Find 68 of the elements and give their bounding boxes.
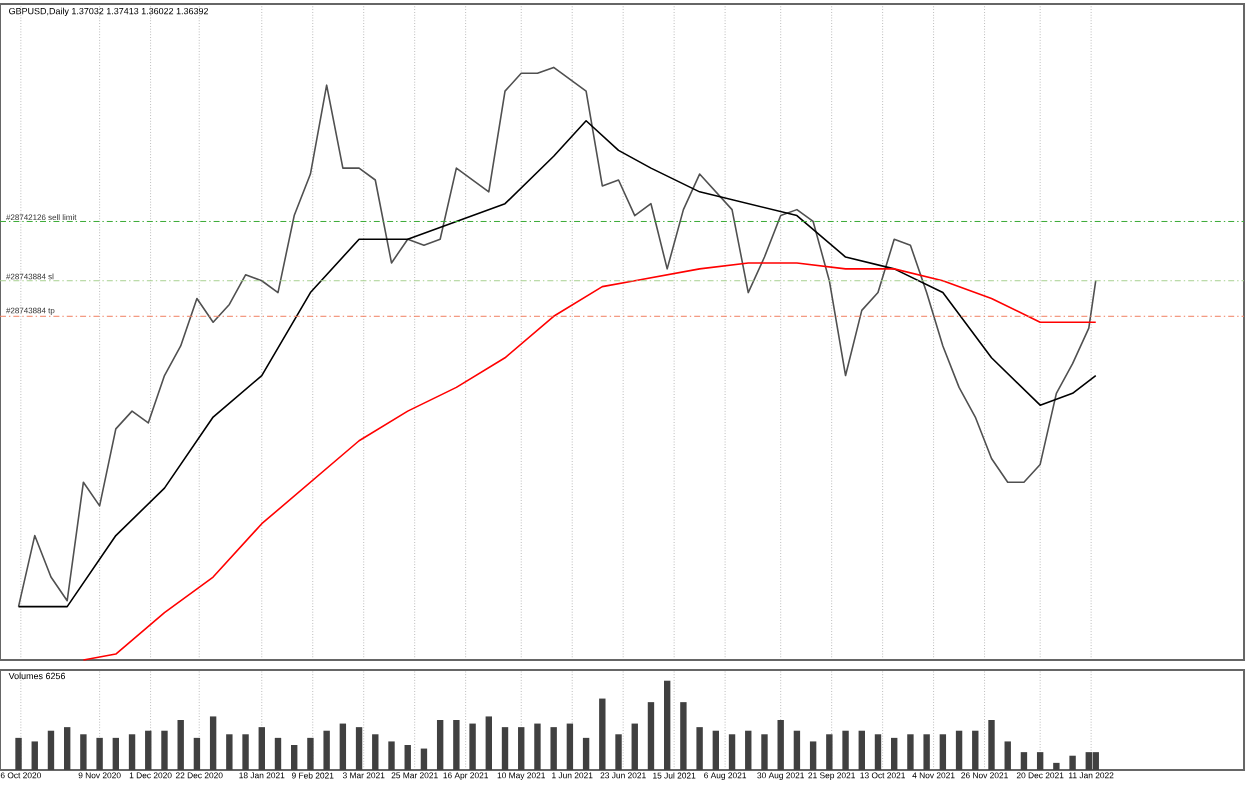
bar <box>842 730 849 770</box>
bar <box>599 698 606 770</box>
bar <box>291 745 298 770</box>
bar <box>1092 752 1099 770</box>
bar <box>226 734 233 770</box>
bar <box>777 720 784 770</box>
bar <box>242 734 249 770</box>
bar <box>615 734 622 770</box>
bar <box>826 734 833 770</box>
bar <box>274 737 282 770</box>
bar <box>453 720 460 770</box>
bar <box>145 730 152 770</box>
bar <box>15 737 22 770</box>
bar <box>923 734 930 770</box>
bar <box>339 723 347 770</box>
bar <box>31 741 38 770</box>
bar <box>1004 741 1011 770</box>
bar <box>193 737 201 770</box>
bar <box>388 741 395 770</box>
bar <box>712 730 720 770</box>
bar <box>323 730 330 770</box>
bar <box>891 737 898 770</box>
bar <box>631 723 638 770</box>
bar <box>874 734 882 770</box>
bar <box>1053 762 1060 770</box>
bar <box>518 727 525 770</box>
bar <box>1069 755 1076 770</box>
bar <box>809 741 817 770</box>
bar <box>128 734 136 770</box>
bar <box>988 720 995 770</box>
bar <box>858 730 865 770</box>
bar <box>696 727 703 770</box>
bar <box>80 734 87 770</box>
bar <box>550 727 557 770</box>
bar <box>939 734 947 770</box>
bar <box>1036 752 1044 770</box>
bar <box>647 702 655 770</box>
bar <box>469 723 476 770</box>
bar <box>582 737 590 770</box>
bar <box>972 730 979 770</box>
bar <box>761 734 768 770</box>
bar <box>534 723 541 770</box>
bar <box>209 716 217 770</box>
bar <box>355 727 363 770</box>
bar <box>955 730 963 770</box>
bar <box>112 737 120 770</box>
bar <box>47 730 55 770</box>
bar <box>404 745 411 770</box>
bar <box>1085 752 1092 770</box>
bar <box>745 730 752 770</box>
bar <box>161 730 168 770</box>
bar <box>663 680 671 770</box>
bar <box>177 720 184 770</box>
bar <box>907 734 914 770</box>
bar <box>96 737 103 770</box>
bar <box>680 702 687 770</box>
bar <box>485 716 492 770</box>
bar <box>501 727 509 770</box>
bar <box>436 720 444 770</box>
bar <box>793 730 801 770</box>
bar <box>307 737 314 770</box>
bar <box>1020 752 1028 770</box>
bar <box>372 734 379 770</box>
bar <box>566 723 574 770</box>
bar <box>420 748 428 770</box>
bar <box>63 727 71 770</box>
bar <box>258 727 265 770</box>
bar <box>728 734 736 770</box>
